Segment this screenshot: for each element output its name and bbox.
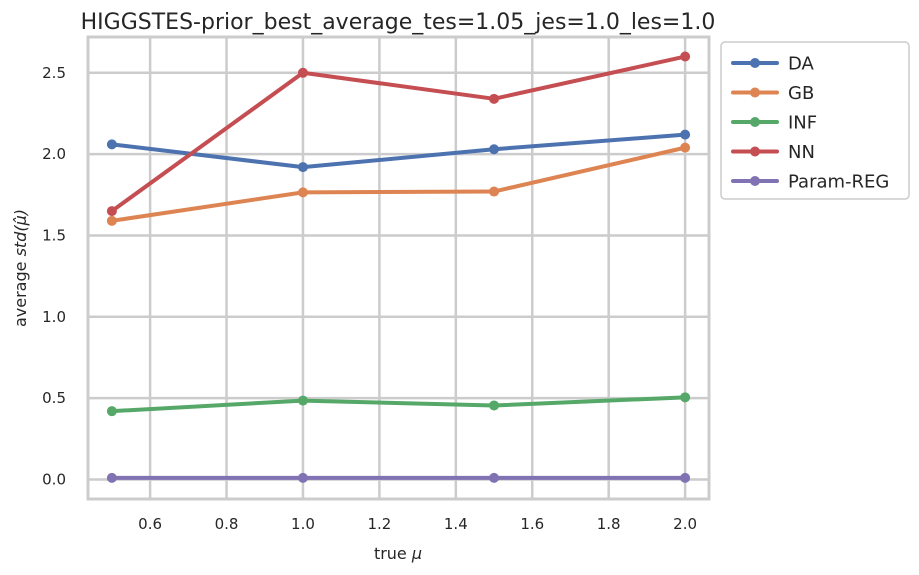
legend-entry-param-reg: Param-REG xyxy=(731,172,889,193)
x-axis-label-symbol: μ xyxy=(411,544,422,563)
data-point-da xyxy=(106,139,117,150)
legend-label-nn: NN xyxy=(788,142,815,163)
legend-marker-gb xyxy=(750,87,760,98)
data-point-da xyxy=(680,129,691,140)
data-point-gb xyxy=(297,187,308,198)
legend-label-param-reg: Param-REG xyxy=(788,172,889,193)
legend-entry-da: DA xyxy=(731,54,815,75)
series-inf xyxy=(106,392,691,417)
y-axis-label-text: average xyxy=(11,262,30,328)
y-tick-label: 2.5 xyxy=(42,64,66,82)
data-point-nn xyxy=(297,67,308,78)
data-point-inf xyxy=(680,392,691,403)
grid-lines xyxy=(88,37,709,499)
y-tick-label: 2.0 xyxy=(42,145,66,163)
legend: DA GB INF NN Param-REG xyxy=(720,41,910,200)
legend-entry-gb: GB xyxy=(731,83,814,104)
legend-marker-nn xyxy=(750,146,760,157)
data-point-da xyxy=(489,144,500,155)
x-tick-label: 0.8 xyxy=(215,515,239,533)
legend-entry-nn: NN xyxy=(731,142,815,163)
data-point-inf xyxy=(297,395,308,406)
x-tick-label: 0.6 xyxy=(138,515,162,533)
legend-label-da: DA xyxy=(788,54,815,75)
y-axis-label-symbol: std(μ̂) xyxy=(11,209,30,256)
series-nn xyxy=(106,51,691,217)
series-lines xyxy=(106,51,691,483)
x-axis-label-text: true xyxy=(374,544,407,563)
series-gb xyxy=(106,142,691,226)
series-line-gb xyxy=(109,145,688,223)
data-point-param-reg xyxy=(297,472,308,483)
x-tick-label: 2.0 xyxy=(673,515,697,533)
data-point-nn xyxy=(680,51,691,62)
legend-entries: DA GB INF NN Param-REG xyxy=(731,54,889,193)
x-tick-label: 1.8 xyxy=(597,515,621,533)
x-tick-label: 1.0 xyxy=(291,515,315,533)
x-tick-label: 1.6 xyxy=(520,515,544,533)
legend-label-gb: GB xyxy=(788,83,814,104)
y-tick-label: 0.0 xyxy=(42,470,66,488)
data-point-gb xyxy=(489,186,500,197)
data-point-nn xyxy=(106,206,117,217)
data-point-nn xyxy=(489,93,500,104)
data-point-gb xyxy=(680,142,691,153)
series-line-inf xyxy=(109,395,688,414)
y-tick-label: 1.0 xyxy=(42,308,66,326)
legend-label-inf: INF xyxy=(788,113,817,134)
legend-marker-param-reg xyxy=(750,176,760,186)
x-tick-label: 1.4 xyxy=(444,515,468,533)
data-point-gb xyxy=(106,215,117,226)
series-line-da xyxy=(109,132,688,170)
y-tick-label: 0.5 xyxy=(42,389,66,407)
x-tick-label: 1.2 xyxy=(367,515,391,533)
y-tick-label: 1.5 xyxy=(42,226,66,244)
legend-marker-da xyxy=(750,58,760,68)
series-line-nn xyxy=(109,54,688,214)
data-point-inf xyxy=(106,406,117,417)
data-point-da xyxy=(297,162,308,173)
data-point-param-reg xyxy=(680,472,691,483)
chart-title: HIGGSTES-prior_best_average_tes=1.05_jes… xyxy=(81,10,716,35)
data-point-inf xyxy=(489,400,500,411)
tick-labels: 0.6 0.8 1.0 1.2 1.4 1.6 1.8 2.0 0.0 0.5 1.0 1.5 2.0 2… xyxy=(42,64,697,533)
x-axis-label: true μ xyxy=(374,544,422,563)
plot-frame xyxy=(86,35,711,501)
series-da xyxy=(106,129,691,173)
series-param-reg xyxy=(106,472,691,483)
data-point-param-reg xyxy=(489,472,500,483)
data-point-param-reg xyxy=(106,472,117,483)
legend-entry-inf: INF xyxy=(731,113,817,134)
legend-box xyxy=(720,41,910,200)
y-axis-label: average std(μ̂) xyxy=(11,209,30,327)
legend-marker-inf xyxy=(750,117,760,127)
